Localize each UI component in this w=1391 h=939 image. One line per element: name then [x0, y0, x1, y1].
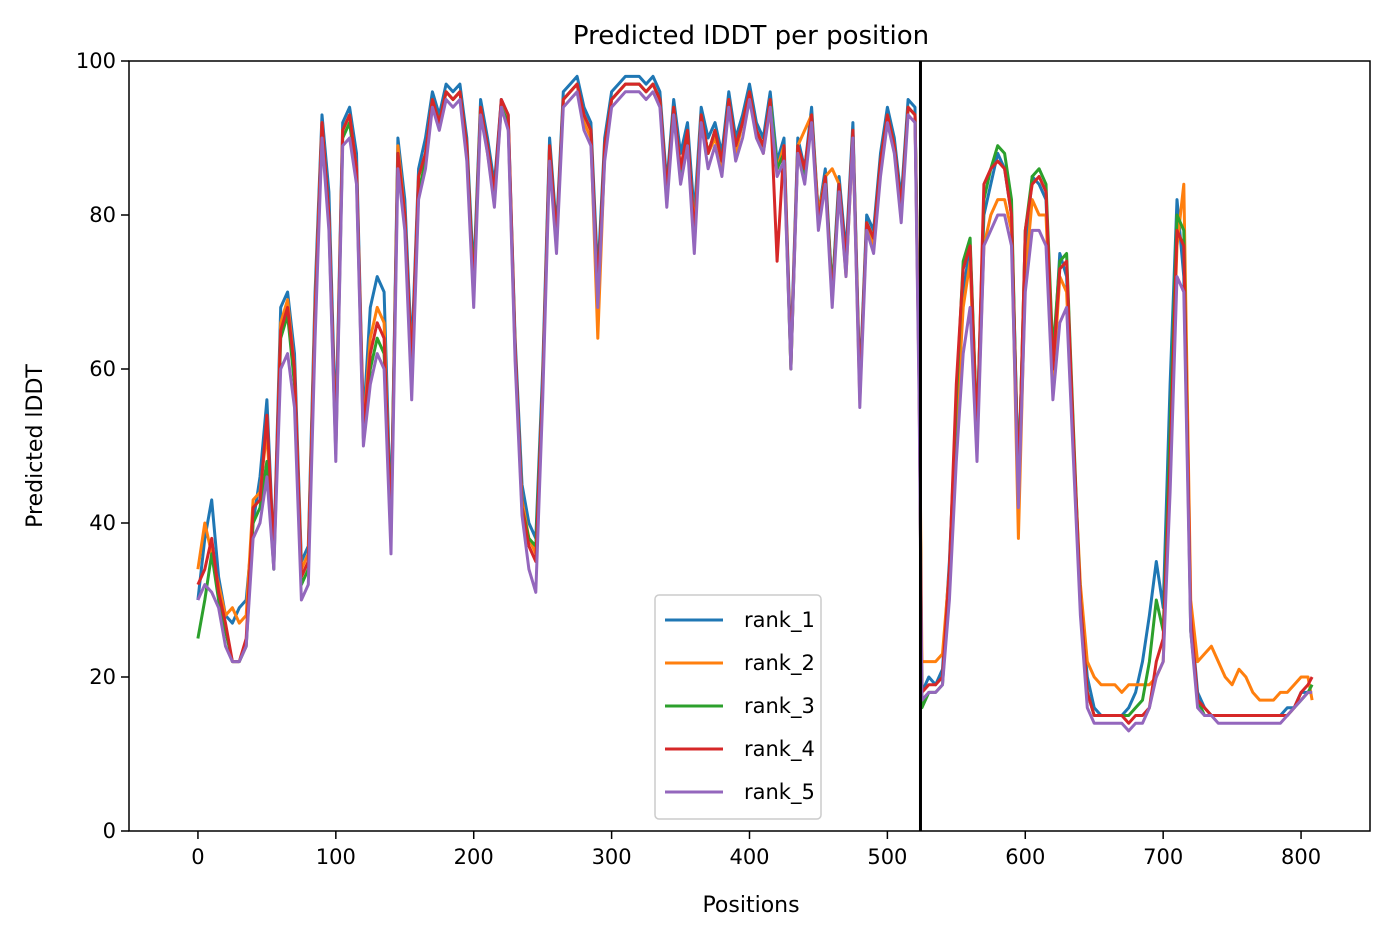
- legend-box: [654, 594, 822, 820]
- x-tick-label: 200: [454, 845, 494, 869]
- x-tick-label: 400: [729, 845, 769, 869]
- series-layer: [196, 74, 1314, 733]
- legend-label-rank_1: rank_1: [744, 608, 815, 633]
- x-tick-label: 700: [1143, 845, 1183, 869]
- x-tick-label: 300: [592, 845, 632, 869]
- x-tick-label: 600: [1005, 845, 1045, 869]
- y-axis: 0 20 40 60 80 100: [76, 49, 129, 843]
- y-tick-label: 100: [76, 49, 116, 73]
- x-tick-label: 0: [191, 845, 204, 869]
- y-tick-label: 60: [89, 357, 116, 381]
- y-tick-label: 40: [89, 511, 116, 535]
- legend-label-rank_2: rank_2: [744, 651, 815, 676]
- y-tick-label: 20: [89, 665, 116, 689]
- chart-title: Predicted lDDT per position: [573, 21, 929, 51]
- y-tick-label: 0: [103, 819, 116, 843]
- x-tick-label: 100: [316, 845, 356, 869]
- x-axis-title: Positions: [702, 893, 799, 918]
- legend-label-rank_3: rank_3: [744, 694, 815, 719]
- legend: rank_1 rank_2 rank_3 rank_4 rank_5: [654, 594, 822, 820]
- y-tick-label: 80: [89, 203, 116, 227]
- y-axis-title: Predicted lDDT: [23, 364, 48, 528]
- x-tick-label: 500: [867, 845, 907, 869]
- legend-label-rank_5: rank_5: [744, 780, 815, 805]
- series-line-rank_5: [196, 90, 1313, 733]
- x-axis: 0 100 200 300 400 500 600 700 800: [191, 831, 1321, 869]
- x-tick-label: 800: [1281, 845, 1321, 869]
- legend-label-rank_4: rank_4: [744, 737, 815, 762]
